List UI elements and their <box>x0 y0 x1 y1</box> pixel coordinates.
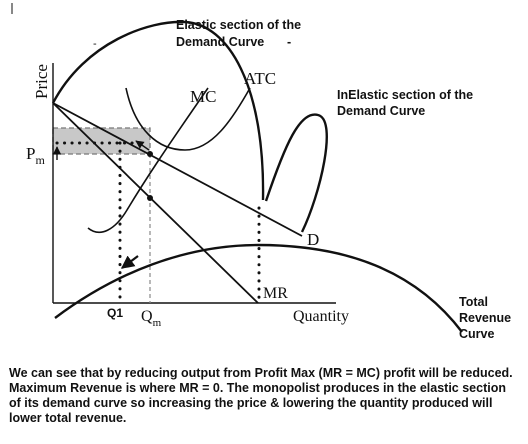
pm-label: Pm <box>26 144 45 167</box>
arrow-to-revenue <box>120 255 139 269</box>
x-axis-label: Quantity <box>293 308 349 325</box>
mr-mc-intersection <box>147 195 153 201</box>
mr-label: MR <box>263 285 288 302</box>
demand-label: D <box>307 230 319 249</box>
mr-curve <box>52 102 259 304</box>
total-revenue-annotation-line2: Revenue <box>459 311 511 325</box>
inelastic-annotation-line1: InElastic section of the <box>337 88 473 102</box>
qm-subscript: m <box>153 317 162 329</box>
elastic-annotation-line1: Elastic section of the <box>176 18 301 32</box>
total-revenue-annotation-line3: Curve <box>459 327 494 341</box>
mc-label: MC <box>190 87 216 106</box>
arrow-to-price <box>135 140 150 151</box>
inelastic-section-loop <box>264 113 328 233</box>
total-revenue-curve <box>54 243 463 333</box>
q1-label: Q1 <box>107 306 123 320</box>
total-revenue-annotation-line1: Total <box>459 295 488 309</box>
y-axis-label: Price <box>32 64 51 99</box>
qm-label: Qm <box>141 308 162 329</box>
profit-max-point <box>147 151 153 157</box>
pm-letter: P <box>26 144 35 163</box>
pm-subscript: m <box>35 153 45 167</box>
mc-curve <box>87 87 209 234</box>
qm-letter: Q <box>141 308 153 325</box>
atc-label: ATC <box>244 69 276 88</box>
atc-curve <box>125 87 251 151</box>
stray-dash: - <box>93 38 97 50</box>
elastic-annotation-dash: - <box>287 35 291 49</box>
elastic-section-bracket <box>51 20 265 201</box>
demand-curve <box>52 102 303 237</box>
inelastic-annotation-line2: Demand Curve <box>337 104 425 118</box>
caption-text: We can see that by reducing output from … <box>9 366 513 425</box>
elastic-annotation-line2: Demand Curve <box>176 35 264 49</box>
